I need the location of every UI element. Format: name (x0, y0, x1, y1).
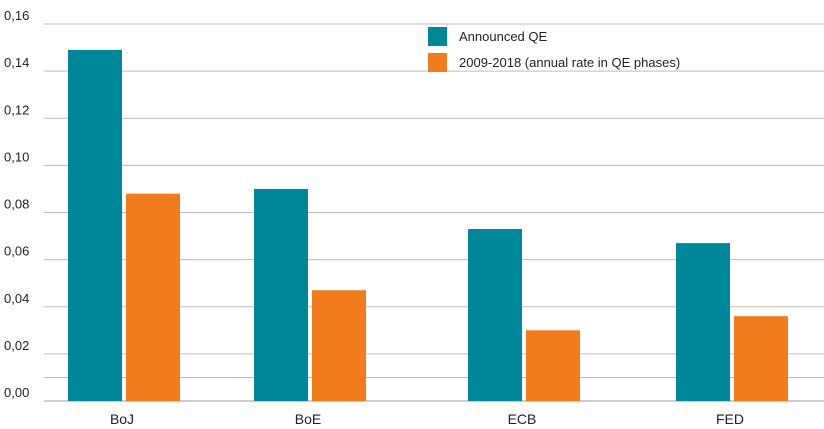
y-tick-label: 0,00 (4, 385, 29, 400)
x-category-label: FED (716, 411, 744, 427)
y-tick-label: 0,06 (4, 244, 29, 259)
bar-boj-series-1 (68, 49, 122, 401)
legend-swatch (428, 53, 447, 72)
bar-ecb-series-1 (468, 228, 522, 401)
x-category-label: BoJ (110, 411, 134, 427)
y-tick-label: 0,10 (4, 149, 29, 164)
y-tick-label: 0,02 (4, 338, 29, 353)
y-axis-tick-labels: 0,00 0,02 0,04 0,06 0,08 0,10 0,12 0,14 0,16 (4, 8, 29, 400)
legend-label: Announced QE (459, 29, 548, 44)
x-category-label: ECB (508, 411, 537, 427)
legend: Announced QE 2009-2018 (annual rate in QE… (428, 27, 680, 72)
bars (68, 49, 788, 401)
legend-swatch (428, 27, 447, 46)
bar-boj-series-2 (126, 193, 180, 401)
legend-label: 2009-2018 (annual rate in QE phases) (459, 55, 680, 70)
bar-ecb-series-2 (526, 330, 580, 401)
y-tick-label: 0,08 (4, 197, 29, 212)
bar-fed-series-2 (734, 316, 788, 401)
y-tick-label: 0,12 (4, 102, 29, 117)
bar-fed-series-1 (676, 243, 730, 401)
bar-boe-series-2 (312, 290, 366, 401)
y-tick-label: 0,14 (4, 55, 29, 70)
x-category-label: BoE (295, 411, 321, 427)
y-tick-label: 0,04 (4, 291, 29, 306)
bar-boe-series-1 (254, 188, 308, 401)
y-tick-label: 0,16 (4, 8, 29, 23)
x-axis-category-labels: BoJ BoE ECB FED (110, 411, 744, 427)
